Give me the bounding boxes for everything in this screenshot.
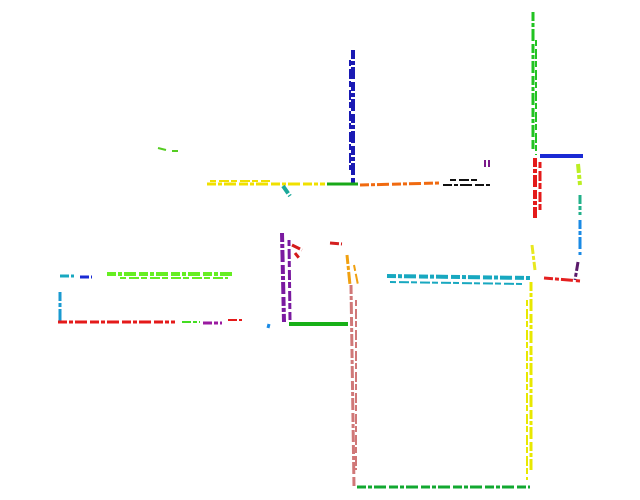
segment-red-small-center-2-stroke xyxy=(291,243,303,252)
segment-green-vertical-top-right xyxy=(531,12,537,155)
segment-lightgreen-horizontal-left xyxy=(107,272,232,279)
segment-darkpurple-small-right xyxy=(573,261,580,281)
segment-red-vertical-right xyxy=(533,158,542,218)
segment-purple-small-top xyxy=(484,160,490,167)
segment-cyan-horizontal-right xyxy=(386,274,531,285)
segment-orange-horizontal-center xyxy=(359,181,441,187)
segment-lightgreen-small-top-left xyxy=(157,147,180,152)
segment-orange-horizontal-center-stroke xyxy=(359,181,441,187)
segment-red-small-center-stroke xyxy=(329,241,343,246)
segment-lightgreen-small-top-left-stroke xyxy=(157,147,167,151)
segment-blue-vertical-top xyxy=(349,50,355,185)
segment-red-small-center-2 xyxy=(291,243,303,259)
segment-cyan-horizontal-right-stroke xyxy=(386,274,531,280)
segment-yellow-small-right-stroke xyxy=(530,244,537,271)
segment-red-small-right-stroke xyxy=(543,276,581,283)
segment-purple-vertical-center-stroke xyxy=(280,232,286,323)
segment-purple-vertical-center xyxy=(280,232,292,323)
segment-red-small-center-2-stroke xyxy=(293,252,301,259)
segment-cyan-horizontal-right-stroke xyxy=(389,281,526,285)
segment-red-small-center xyxy=(329,241,343,246)
segment-yellow-small-right xyxy=(530,244,537,271)
segment-purple-vertical-center-stroke xyxy=(287,239,292,321)
segment-red-small-right xyxy=(543,276,581,283)
segment-pink-vertical-bottom-stroke xyxy=(349,284,356,488)
segment-blue-dot-center xyxy=(266,323,271,329)
segment-yellow-vertical-bottom-right xyxy=(526,282,533,480)
segment-black-horizontal-center xyxy=(443,179,492,186)
segment-pink-vertical-bottom xyxy=(349,284,357,488)
segment-yellow-horizontal-center xyxy=(207,180,325,186)
segment-darkpurple-small-right-stroke xyxy=(573,261,580,281)
segment-teal-small-center-stroke xyxy=(281,184,292,198)
segment-lime-small-right xyxy=(576,163,582,186)
segment-orange-vertical-center xyxy=(345,254,359,286)
segment-blue-dot-center-stroke xyxy=(266,323,271,329)
segment-teal-small-center xyxy=(281,184,292,198)
segment-orange-vertical-center-stroke xyxy=(353,264,359,286)
segment-lime-small-right-stroke xyxy=(576,163,582,186)
segment-orange-vertical-center-stroke xyxy=(345,254,352,286)
